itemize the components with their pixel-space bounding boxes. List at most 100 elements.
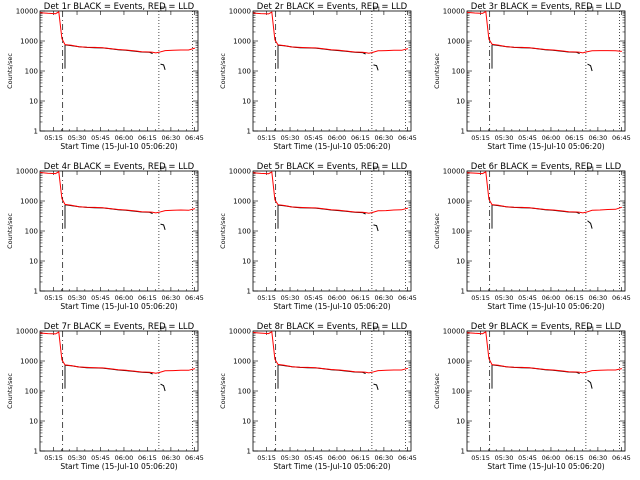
series-lld <box>39 10 196 54</box>
detector-panel-2: Det 2r BLACK = Events, RED = LLD Counts/s… <box>213 0 426 160</box>
x-tick-label: 05:15 <box>257 134 276 142</box>
series-events-tail <box>160 63 166 70</box>
y-tick-label: 1000 <box>20 198 38 206</box>
x-tick-label: 05:45 <box>304 454 323 462</box>
x-tick-label: 06:30 <box>162 134 181 142</box>
series-lld <box>466 10 622 54</box>
x-tick-label: 05:30 <box>68 134 87 142</box>
y-tick-label: 10000 <box>16 168 38 176</box>
x-axis-label: Start Time (15-Jul-10 05:06:20) <box>60 462 177 471</box>
x-tick-label: 06:30 <box>589 454 608 462</box>
y-axis-label: Counts/sec <box>433 53 441 89</box>
x-tick-label: 06:45 <box>398 134 417 142</box>
detector-panel-6: Det 6r BLACK = Events, RED = LLD Counts/s… <box>427 160 640 320</box>
series-events <box>277 364 366 375</box>
y-tick-label: 10 <box>29 258 38 266</box>
panel-svg: Det 2r BLACK = Events, RED = LLD Counts/s… <box>219 2 417 151</box>
panel-title: Det 2r BLACK = Events, RED = LLD <box>257 2 408 12</box>
y-tick-label: 100 <box>25 228 38 236</box>
x-tick-label: 06:30 <box>375 454 394 462</box>
y-tick-label: 100 <box>238 68 251 76</box>
series-events-tail <box>160 223 166 230</box>
detector-panel-3: Det 3r BLACK = Events, RED = LLD Counts/s… <box>427 0 640 160</box>
series-lld <box>252 330 409 374</box>
y-axis-label: Counts/sec <box>6 53 14 89</box>
panel-title: Det 7r BLACK = Events, RED = LLD <box>44 322 195 332</box>
y-tick-label: 100 <box>452 68 465 76</box>
x-tick-label: 05:45 <box>91 454 110 462</box>
x-tick-label: 06:15 <box>138 134 157 142</box>
y-tick-label: 10 <box>29 98 38 106</box>
y-tick-label: 1000 <box>20 38 38 46</box>
x-tick-label: 06:15 <box>565 294 584 302</box>
y-tick-label: 10000 <box>16 328 38 336</box>
panel-title: Det 9r BLACK = Events, RED = LLD <box>471 322 622 332</box>
y-tick-label: 10 <box>242 418 251 426</box>
x-tick-label: 05:30 <box>495 134 514 142</box>
x-tick-label: 05:15 <box>257 294 276 302</box>
marker-flag <box>160 6 167 12</box>
y-axis-label: Counts/sec <box>219 53 227 89</box>
x-tick-label: 05:45 <box>518 294 537 302</box>
marker-flag <box>160 326 167 332</box>
x-tick-label: 05:30 <box>495 294 514 302</box>
y-tick-label: 10000 <box>229 8 251 16</box>
x-tick-label: 06:00 <box>328 454 347 462</box>
x-axis-label: Start Time (15-Jul-10 05:06:20) <box>487 302 604 311</box>
panel-title: Det 6r BLACK = Events, RED = LLD <box>471 162 622 172</box>
y-tick-label: 100 <box>452 228 465 236</box>
x-tick-label: 05:30 <box>68 294 87 302</box>
y-tick-label: 1 <box>247 288 251 296</box>
x-tick-label: 06:30 <box>162 454 181 462</box>
x-axis-label: Start Time (15-Jul-10 05:06:20) <box>60 302 177 311</box>
x-tick-label: 06:15 <box>351 134 370 142</box>
x-tick-label: 06:00 <box>328 134 347 142</box>
x-tick-label: 05:30 <box>68 454 87 462</box>
x-tick-label: 06:45 <box>612 454 631 462</box>
y-tick-label: 1 <box>34 448 38 456</box>
y-tick-label: 1000 <box>447 38 465 46</box>
x-tick-label: 05:15 <box>44 294 63 302</box>
y-tick-label: 1 <box>461 288 465 296</box>
marker-flag <box>587 326 594 332</box>
y-axis-label: Counts/sec <box>6 213 14 249</box>
y-tick-label: 1000 <box>233 38 251 46</box>
x-tick-label: 06:00 <box>115 294 134 302</box>
x-tick-label: 06:15 <box>565 134 584 142</box>
detector-panel-7: Det 7r BLACK = Events, RED = LLD Counts/s… <box>0 320 213 480</box>
y-axis-label: Counts/sec <box>219 213 227 249</box>
x-axis-label: Start Time (15-Jul-10 05:06:20) <box>487 462 604 471</box>
y-tick-label: 1 <box>34 288 38 296</box>
panel-title: Det 3r BLACK = Events, RED = LLD <box>471 2 622 12</box>
x-tick-label: 06:45 <box>398 454 417 462</box>
y-tick-label: 1000 <box>233 198 251 206</box>
y-tick-label: 10000 <box>229 328 251 336</box>
x-tick-label: 06:15 <box>138 454 157 462</box>
plot-frame <box>39 330 199 452</box>
x-tick-label: 06:00 <box>542 134 561 142</box>
plot-frame <box>39 170 199 292</box>
x-tick-label: 06:45 <box>185 454 204 462</box>
x-tick-label: 06:00 <box>542 454 561 462</box>
y-tick-label: 10 <box>456 98 465 106</box>
plot-frame <box>466 330 626 452</box>
y-axis-label: Counts/sec <box>433 213 441 249</box>
x-axis-label: Start Time (15-Jul-10 05:06:20) <box>487 142 604 151</box>
x-tick-label: 06:30 <box>375 134 394 142</box>
y-tick-label: 100 <box>238 228 251 236</box>
series-events-tail <box>373 224 379 232</box>
y-tick-label: 10000 <box>443 168 465 176</box>
plot-frame <box>466 10 626 132</box>
x-tick-label: 06:45 <box>612 134 631 142</box>
x-tick-label: 06:00 <box>115 454 134 462</box>
x-tick-label: 05:45 <box>304 134 323 142</box>
plot-frame <box>252 10 412 132</box>
panel-svg: Det 1r BLACK = Events, RED = LLD Counts/s… <box>6 2 204 151</box>
x-tick-label: 05:45 <box>91 294 110 302</box>
panel-title: Det 8r BLACK = Events, RED = LLD <box>257 322 408 332</box>
series-lld <box>39 331 196 374</box>
series-lld <box>39 170 196 214</box>
x-tick-label: 05:45 <box>304 294 323 302</box>
x-tick-label: 05:15 <box>471 294 490 302</box>
y-axis-label: Counts/sec <box>433 373 441 409</box>
